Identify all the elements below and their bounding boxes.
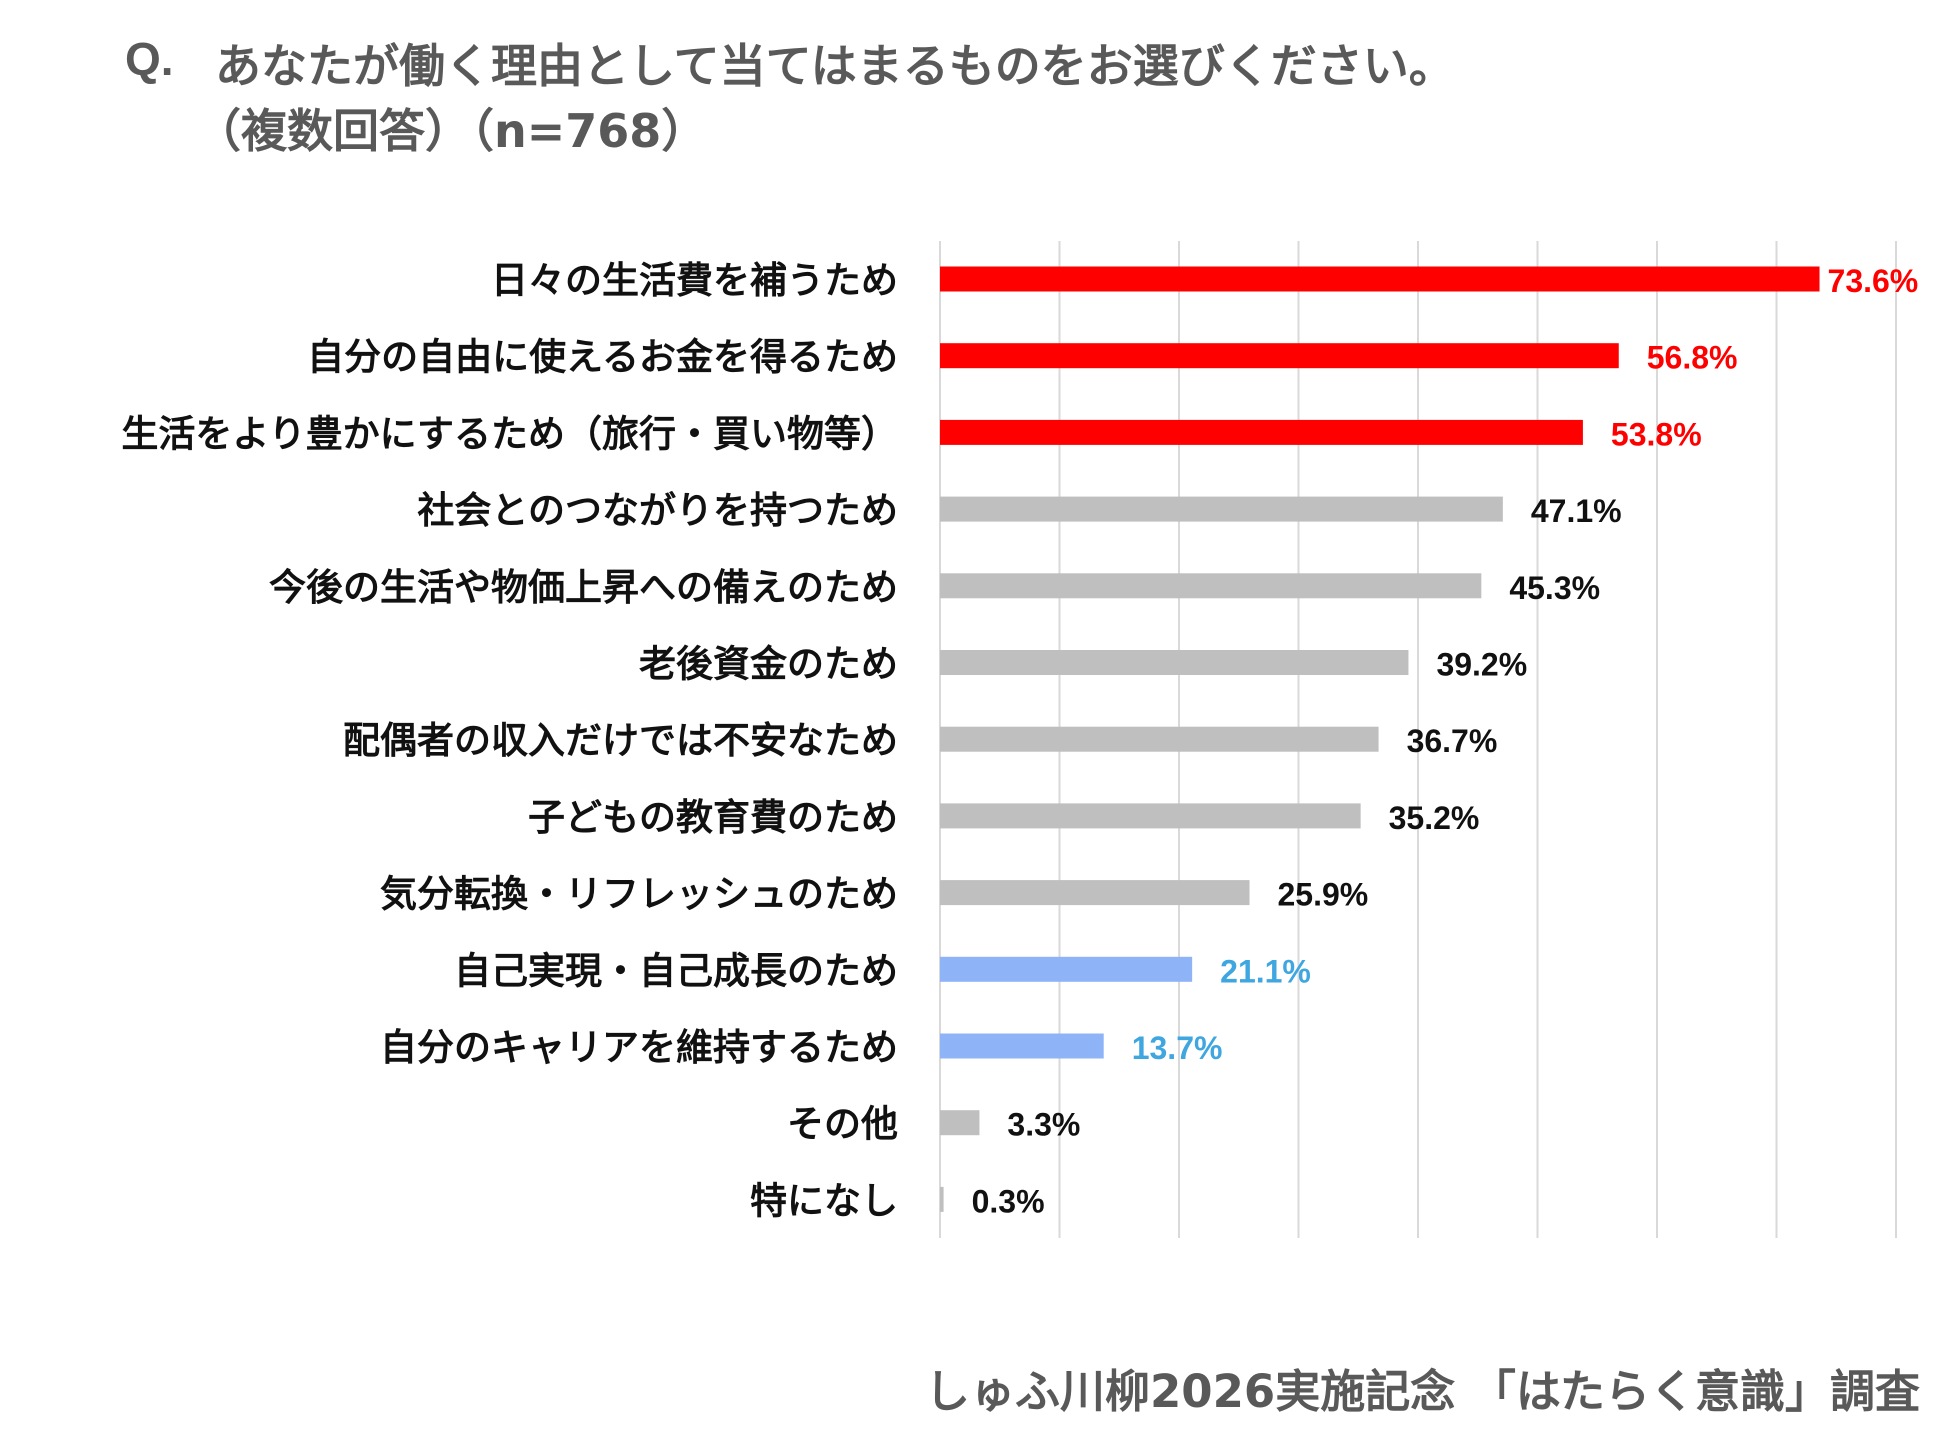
bar	[940, 496, 1503, 522]
category-label: 特になし	[750, 1179, 898, 1222]
bar	[940, 1033, 1104, 1059]
question-text: あなたが働く理由として当てはまるものをお選びください。	[215, 39, 1455, 93]
bar	[940, 343, 1619, 369]
category-label: 生活をより豊かにするため（旅行・買い物等）	[121, 412, 898, 455]
data-label: 47.1%	[1531, 493, 1622, 529]
category-label: 今後の生活や物価上昇への備えのため	[269, 566, 898, 609]
data-label: 73.6%	[1828, 263, 1919, 299]
category-label: 配偶者の収入だけでは不安なため	[343, 719, 898, 762]
category-label: 自分のキャリアを維持するため	[380, 1026, 898, 1069]
question-prefix: Q.	[125, 33, 174, 85]
data-label: 0.3%	[972, 1183, 1045, 1219]
bar	[940, 266, 1820, 292]
category-label: 老後資金のため	[639, 643, 898, 686]
data-label: 36.7%	[1407, 723, 1498, 759]
data-label: 56.8%	[1647, 340, 1738, 376]
category-label: 社会とのつながりを持つため	[417, 489, 898, 532]
data-label: 25.9%	[1278, 877, 1369, 913]
data-label: 35.2%	[1389, 800, 1480, 836]
data-label: 13.7%	[1132, 1030, 1223, 1066]
survey-footer: しゅふ川柳2026実施記念 「はたらく意識」調査	[924, 1365, 1920, 1418]
bar	[940, 573, 1482, 599]
category-label: 子どもの教育費のため	[528, 796, 898, 839]
data-label: 3.3%	[1007, 1107, 1080, 1143]
bar	[940, 726, 1379, 752]
bar	[940, 956, 1193, 982]
data-label: 45.3%	[1509, 570, 1600, 606]
category-label: 自分の自由に使えるお金を得るため	[307, 336, 898, 379]
bar	[940, 650, 1409, 675]
data-label: 21.1%	[1220, 953, 1311, 989]
question-note: （複数回答）（n=768）	[195, 104, 708, 158]
category-label: その他	[787, 1103, 898, 1146]
category-label: 自己実現・自己成長のため	[454, 949, 898, 992]
category-label: 気分転換・リフレッシュのため	[380, 873, 898, 916]
bar	[940, 419, 1583, 445]
bar	[940, 1186, 944, 1212]
bar	[940, 1110, 980, 1136]
data-label: 39.2%	[1436, 647, 1527, 683]
bar	[940, 880, 1250, 906]
bar	[940, 803, 1361, 829]
data-label: 53.8%	[1611, 416, 1702, 452]
category-label: 日々の生活費を補うため	[491, 259, 898, 302]
